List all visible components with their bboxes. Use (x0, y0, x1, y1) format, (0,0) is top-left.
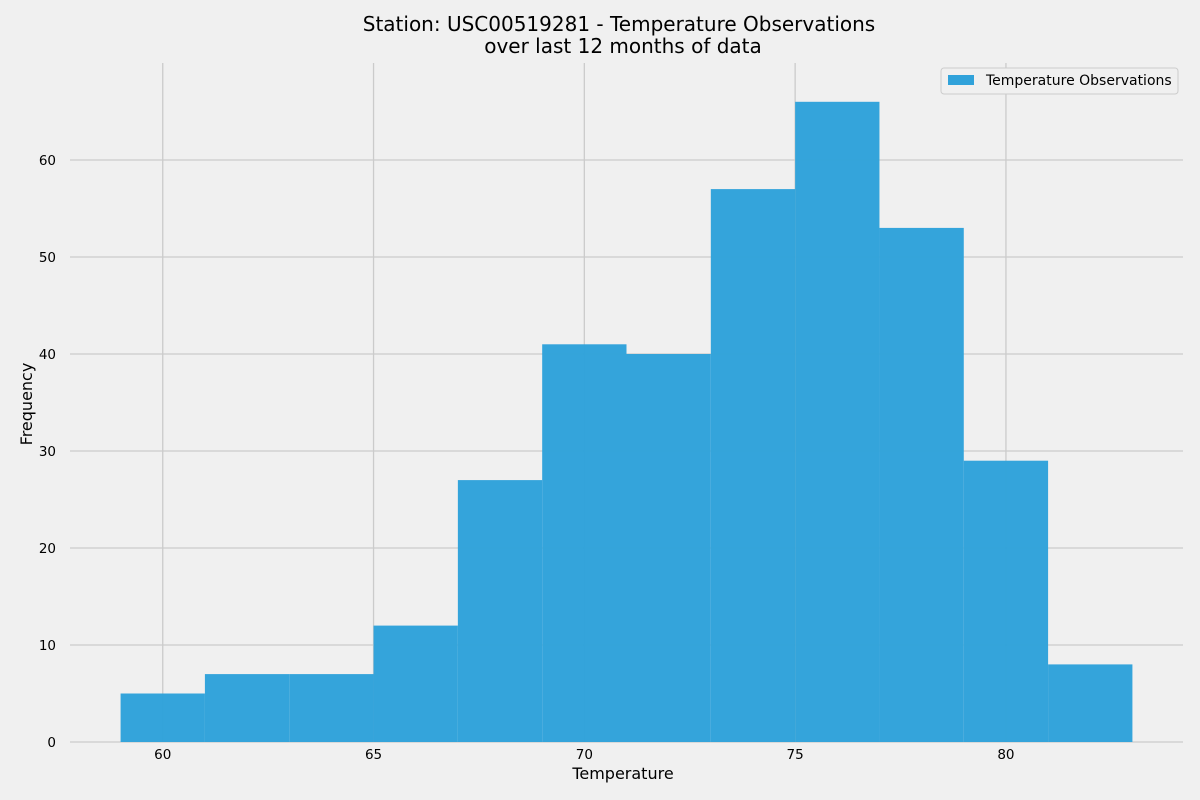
legend-box (940, 67, 1179, 95)
y-tick-label: 30 (39, 444, 56, 460)
x-tick-label: 70 (576, 747, 593, 763)
histogram-bar (626, 354, 711, 742)
y-tick-label: 0 (47, 735, 56, 751)
y-tick-label: 10 (39, 638, 56, 654)
y-tick-label: 50 (39, 250, 56, 266)
histogram-bar (710, 189, 796, 743)
legend-swatch (948, 75, 974, 85)
chart-subtitle: over last 12 months of data (484, 34, 762, 58)
legend-label: Temperature Observations (985, 73, 1172, 89)
histogram-bar (879, 227, 964, 742)
histogram-bar (204, 674, 290, 742)
x-tick-label: 75 (787, 747, 804, 763)
histogram-bar (373, 625, 458, 742)
y-tick-label: 40 (39, 347, 56, 363)
histogram-bar (795, 101, 880, 743)
axis-ticks: 60 65 70 75 80 0 10 20 30 40 50 60 (39, 153, 1015, 763)
histogram-bars (120, 101, 1133, 743)
y-tick-label: 20 (39, 541, 56, 557)
chart-title: Station: USC00519281 - Temperature Obser… (363, 12, 875, 36)
y-axis-label: Frequency (17, 363, 36, 446)
x-axis-label: Temperature (571, 764, 673, 783)
x-tick-label: 65 (365, 747, 382, 763)
histogram-bar (289, 674, 374, 742)
y-tick-label: 60 (39, 153, 56, 169)
x-tick-label: 80 (997, 747, 1014, 763)
histogram-bar (120, 693, 205, 742)
histogram-bar (457, 480, 543, 742)
legend: Temperature Observations (940, 67, 1179, 95)
histogram-bar (1048, 664, 1133, 742)
x-tick-label: 60 (154, 747, 171, 763)
histogram-bar (963, 460, 1049, 742)
histogram-bar (542, 344, 627, 742)
